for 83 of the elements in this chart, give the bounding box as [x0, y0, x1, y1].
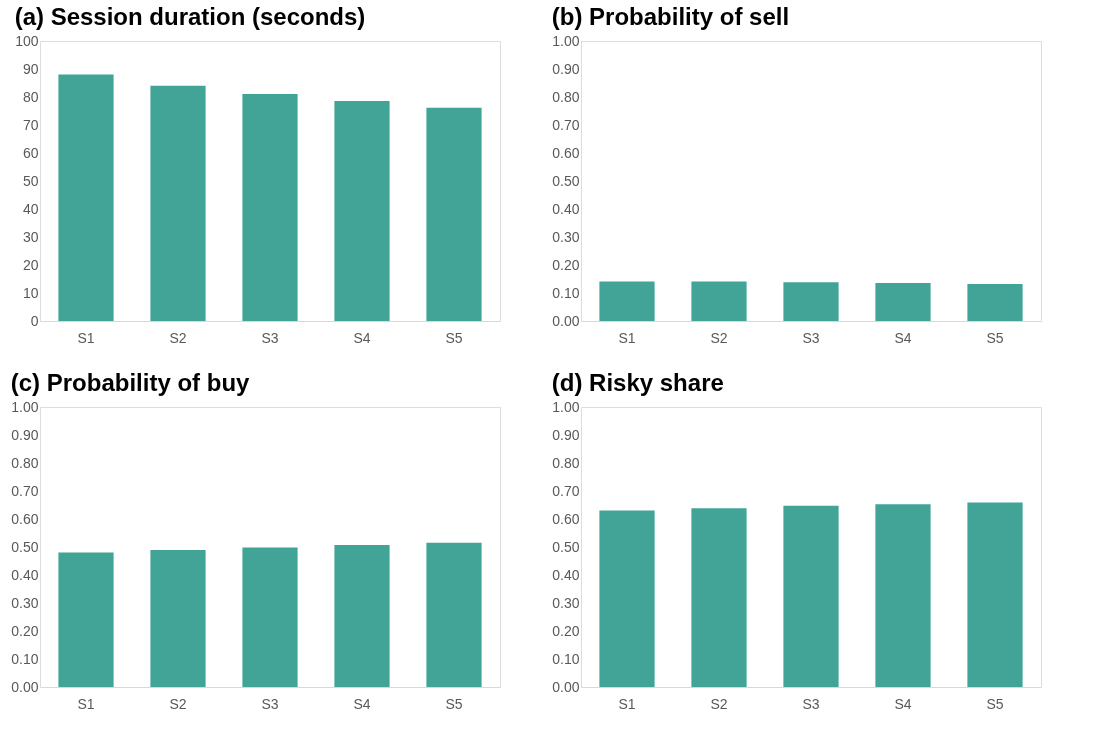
x-tick-label: S2	[169, 329, 187, 346]
y-tick-label: 0.60	[552, 144, 580, 161]
y-tick-label: 0.70	[552, 116, 580, 133]
x-tick-label: S5	[445, 329, 463, 346]
x-tick-label: S2	[710, 695, 728, 712]
x-tick-label: S1	[77, 695, 95, 712]
y-tick-label: 0.80	[552, 454, 580, 471]
bar	[58, 74, 114, 321]
bar	[599, 510, 655, 687]
y-tick-label: 100	[15, 32, 39, 49]
x-tick-label: S1	[618, 695, 636, 712]
y-tick-label: 0.30	[552, 594, 580, 611]
x-tick-label: S3	[261, 329, 279, 346]
y-tick-label: 0.00	[552, 312, 580, 329]
bar	[426, 107, 482, 321]
chart-title: (a) Session duration (seconds)	[14, 3, 366, 30]
y-tick-label: 60	[22, 144, 39, 161]
x-tick-label: S3	[802, 695, 820, 712]
x-tick-label: S1	[618, 329, 636, 346]
y-tick-label: 0.50	[552, 172, 580, 189]
y-tick-label: 0.40	[552, 200, 580, 217]
y-tick-label: 0	[30, 312, 39, 329]
y-tick-label: 0.60	[552, 510, 580, 527]
y-tick-label: 0.80	[11, 454, 39, 471]
y-tick-label: 0.30	[11, 594, 39, 611]
bar	[150, 550, 206, 687]
y-tick-label: 0.10	[552, 650, 580, 667]
y-tick-label: 0.70	[552, 482, 580, 499]
y-tick-label: 0.80	[552, 88, 580, 105]
y-tick-label: 0.20	[552, 622, 580, 639]
chart-title: (b) Probability of sell	[551, 3, 790, 30]
x-tick-label: S4	[894, 695, 912, 712]
bar	[242, 547, 298, 687]
y-tick-label: 0.50	[552, 538, 580, 555]
y-tick-label: 1.00	[552, 398, 580, 415]
bar	[691, 508, 747, 687]
bar	[334, 100, 390, 321]
y-tick-label: 1.00	[552, 32, 580, 49]
y-tick-label: 0.00	[552, 678, 580, 695]
bar	[783, 505, 839, 687]
y-tick-label: 1.00	[11, 398, 39, 415]
y-tick-label: 50	[22, 172, 39, 189]
y-tick-label: 0.30	[552, 228, 580, 245]
bar	[426, 542, 482, 687]
y-tick-label: 0.40	[552, 566, 580, 583]
y-tick-label: 0.70	[11, 482, 39, 499]
y-tick-label: 10	[22, 284, 39, 301]
x-tick-label: S3	[802, 329, 820, 346]
x-tick-label: S2	[710, 329, 728, 346]
bar	[242, 93, 298, 321]
x-tick-label: S5	[445, 695, 463, 712]
y-tick-label: 30	[22, 228, 39, 245]
x-tick-label: S2	[169, 695, 187, 712]
x-tick-label: S4	[894, 329, 912, 346]
x-tick-label: S1	[77, 329, 95, 346]
y-tick-label: 0.60	[11, 510, 39, 527]
bar	[334, 545, 390, 687]
bar	[875, 504, 931, 687]
x-tick-label: S5	[986, 329, 1004, 346]
y-tick-label: 0.00	[11, 678, 39, 695]
chart-title: (c) Probability of buy	[10, 369, 251, 396]
x-tick-label: S4	[353, 695, 371, 712]
y-tick-label: 0.90	[11, 426, 39, 443]
y-tick-label: 0.90	[552, 60, 580, 77]
x-tick-label: S3	[261, 695, 279, 712]
y-tick-label: 40	[22, 200, 39, 217]
chart-title: (d) Risky share	[551, 369, 724, 396]
bar	[967, 502, 1023, 687]
y-tick-label: 0.50	[11, 538, 39, 555]
y-tick-label: 0.20	[552, 256, 580, 273]
bar	[58, 552, 114, 687]
y-tick-label: 70	[22, 116, 39, 133]
y-tick-label: 20	[22, 256, 39, 273]
bar	[150, 85, 206, 321]
x-tick-label: S4	[353, 329, 371, 346]
x-tick-label: S5	[986, 695, 1004, 712]
y-tick-label: 0.90	[552, 426, 580, 443]
y-tick-label: 0.10	[11, 650, 39, 667]
y-tick-label: 0.20	[11, 622, 39, 639]
y-tick-label: 90	[22, 60, 39, 77]
y-tick-label: 0.10	[552, 284, 580, 301]
y-tick-label: 80	[22, 88, 39, 105]
y-tick-label: 0.40	[11, 566, 39, 583]
